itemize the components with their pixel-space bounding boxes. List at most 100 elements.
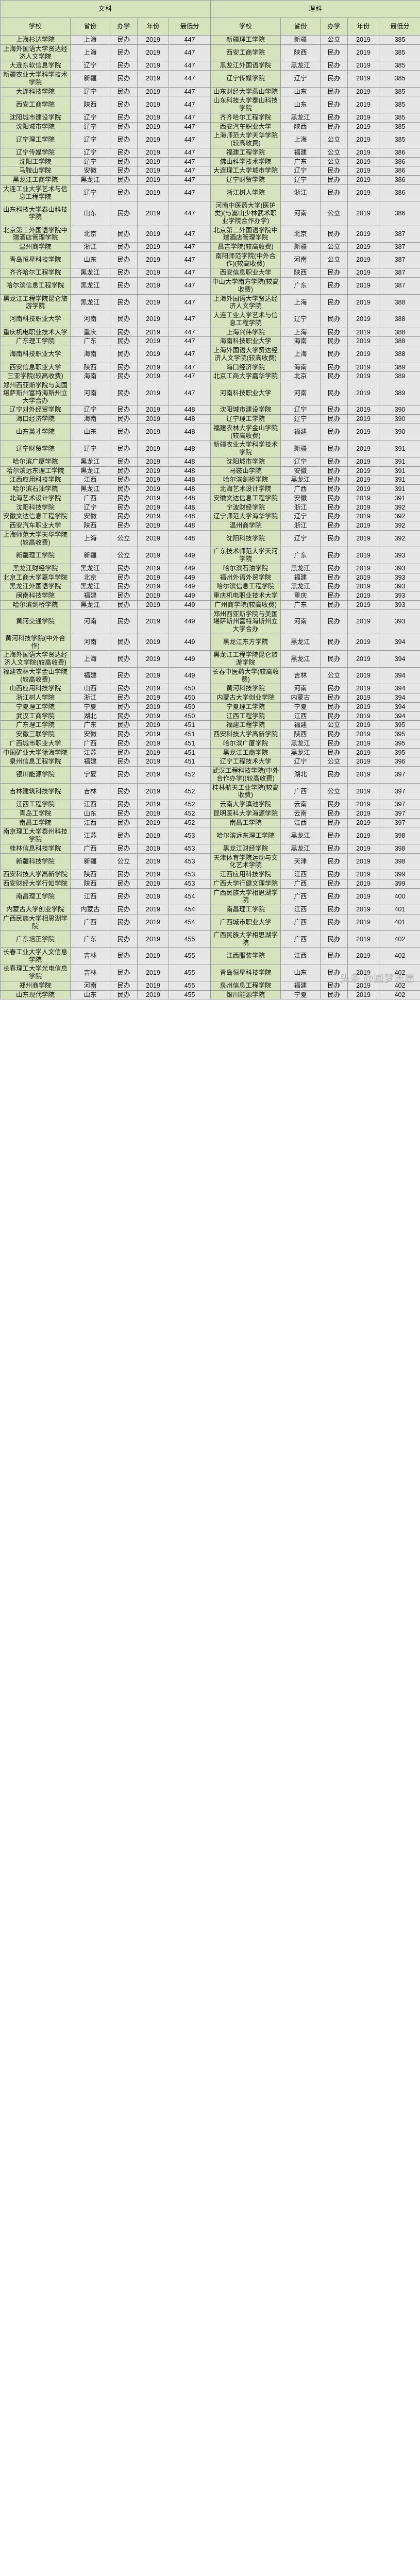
cell-score-liberal: 449	[168, 667, 211, 685]
cell-type-science: 民办	[320, 311, 348, 328]
cell-year-science: 2019	[347, 521, 380, 531]
cell-type-liberal: 民办	[110, 466, 138, 476]
table-row: 中国矿业大学徐海学院 江苏 民办 2019 451 黑龙江工商学院 黑龙江 民办 2019 395	[0, 748, 420, 758]
cell-type-science: 民办	[320, 600, 348, 610]
cell-province-science: 江西	[280, 947, 321, 965]
cell-school-liberal: 西安汽车职业大学	[0, 521, 71, 531]
cell-province-liberal: 黑龙江	[70, 175, 110, 185]
cell-province-science: 广东	[280, 547, 321, 564]
cell-province-liberal: 辽宁	[70, 122, 110, 132]
table-row: 黑龙江工商学院 黑龙江 民办 2019 447 辽宁财贸学院 辽宁 民办 2019 386	[0, 175, 420, 185]
table-row: 宁夏理工学院 宁夏 民办 2019 450 宁夏理工学院 宁夏 民办 2019 394	[0, 702, 420, 712]
cell-type-liberal: 公立	[110, 530, 138, 548]
cell-score-science: 389	[379, 380, 420, 406]
cell-school-liberal: 沈阳城市建设学院	[0, 112, 71, 123]
cell-school-science: 福州外语外贸学院	[210, 572, 281, 583]
cell-province-liberal: 吉林	[70, 947, 110, 965]
cell-type-science: 民办	[320, 905, 348, 914]
cell-year-science: 2019	[347, 582, 380, 591]
cell-type-liberal: 民办	[110, 96, 138, 113]
cell-province-science: 北京	[280, 371, 321, 381]
table-row: 郑州商学院 河南 民办 2019 455 泉州信息工程学院 福建 民办 2019 402	[0, 980, 420, 991]
table-row: 哈尔滨广厦学院 黑龙江 民办 2019 448 沈阳城市学院 辽宁 民办 2019 391	[0, 456, 420, 467]
cell-score-science: 394	[379, 693, 420, 703]
cell-school-science: 上海兴伟学院	[210, 327, 281, 337]
cell-school-liberal: 新疆科技学院	[0, 853, 71, 870]
cell-type-science: 民办	[320, 563, 348, 573]
cell-year-science: 2019	[347, 475, 380, 485]
cell-school-liberal: 银川能源学院	[0, 766, 71, 784]
cell-year-liberal: 2019	[137, 201, 169, 226]
cell-type-liberal: 民办	[110, 440, 138, 457]
cell-score-liberal: 453	[168, 878, 211, 889]
cell-type-science: 民办	[320, 294, 348, 311]
cell-school-science: 哈尔滨远东理工学院	[210, 827, 281, 844]
cell-score-liberal: 447	[168, 147, 211, 158]
cell-year-liberal: 2019	[137, 650, 169, 668]
cell-score-science: 393	[379, 582, 420, 591]
cell-type-liberal: 民办	[110, 748, 138, 758]
cell-province-science: 黑龙江	[280, 563, 321, 573]
cell-school-science: 江西工程学院	[210, 711, 281, 721]
cell-score-science: 388	[379, 346, 420, 363]
cell-year-liberal: 2019	[137, 147, 169, 158]
cell-province-science: 陕西	[280, 730, 321, 739]
cell-type-science: 民办	[320, 572, 348, 583]
table-row: 新疆农业大学科学技术学院 新疆 民办 2019 447 辽宁传媒学院 辽宁 民办 2019 385	[0, 70, 420, 88]
cell-province-science: 河南	[280, 201, 321, 226]
cell-type-science: 民办	[320, 423, 348, 441]
cell-score-science: 399	[379, 878, 420, 889]
cell-school-liberal: 辽宁财贸学院	[0, 440, 71, 457]
cell-score-liberal: 448	[168, 414, 211, 424]
cell-score-liberal: 451	[168, 730, 211, 739]
cell-school-science: 广西城市职业大学	[210, 913, 281, 931]
table-row: 安徽三联学院 安徽 民办 2019 451 西安科技大学高新学院 陕西 民办 2019 395	[0, 730, 420, 739]
cell-score-liberal: 450	[168, 711, 211, 721]
table-row: 武汉工商学院 湖北 民办 2019 450 江西工程学院 江西 民办 2019 394	[0, 711, 420, 721]
cell-school-science: 桂林航天工业学院(较高收费)	[210, 783, 281, 800]
cell-type-science: 民办	[320, 853, 348, 870]
cell-province-liberal: 辽宁	[70, 440, 110, 457]
table-row: 辽宁对外经贸学院 辽宁 民办 2019 448 沈阳城市建设学院 辽宁 民办 2019 390	[0, 405, 420, 415]
cell-year-science: 2019	[347, 905, 380, 914]
cell-school-science: 上海师范大学天华学院(较高收费)	[210, 131, 281, 148]
cell-province-science: 宁夏	[280, 702, 321, 712]
cell-score-science: 394	[379, 711, 420, 721]
cell-province-science: 黑龙江	[280, 475, 321, 485]
cell-type-science: 民办	[320, 930, 348, 948]
cell-year-liberal: 2019	[137, 947, 169, 965]
cell-type-liberal: 民办	[110, 502, 138, 513]
table-row: 哈尔滨信息工程学院 黑龙江 民办 2019 447 中山大学南方学院(较高收费) 广东 民办 2…	[0, 277, 420, 295]
cell-type-liberal: 民办	[110, 346, 138, 363]
cell-type-liberal: 民办	[110, 650, 138, 668]
cell-type-science: 民办	[320, 738, 348, 749]
cell-type-science: 公立	[320, 201, 348, 226]
cell-year-liberal: 2019	[137, 827, 169, 844]
cell-year-science: 2019	[347, 147, 380, 158]
cell-year-liberal: 2019	[137, 800, 169, 809]
cell-score-liberal: 447	[168, 294, 211, 311]
cell-province-liberal: 内蒙古	[70, 905, 110, 914]
cell-province-liberal: 上海	[70, 530, 110, 548]
cell-score-liberal: 449	[168, 600, 211, 610]
cell-school-science: 山东财经大学燕山学院	[210, 87, 281, 97]
cell-year-science: 2019	[347, 633, 380, 651]
cell-school-science: 西安汽车职业大学	[210, 122, 281, 132]
cell-type-liberal: 民办	[110, 122, 138, 132]
cell-year-liberal: 2019	[137, 684, 169, 693]
cell-province-liberal: 山东	[70, 251, 110, 269]
cell-school-science: 北京工商大学嘉华学院	[210, 371, 281, 381]
cell-score-science: 402	[379, 964, 420, 981]
cell-school-science: 安徽文达信息工程学院	[210, 493, 281, 503]
cell-type-science: 民办	[320, 521, 348, 531]
cell-type-science: 民办	[320, 96, 348, 113]
cell-school-liberal: 青岛工学院	[0, 808, 71, 819]
cell-year-science: 2019	[347, 336, 380, 346]
cell-province-science: 江西	[280, 818, 321, 828]
cell-school-science: 海南科技职业大学	[210, 336, 281, 346]
cell-type-liberal: 民办	[110, 251, 138, 269]
cell-province-liberal: 黑龙江	[70, 484, 110, 494]
cell-score-liberal: 449	[168, 582, 211, 591]
cell-score-liberal: 447	[168, 175, 211, 185]
cell-year-liberal: 2019	[137, 609, 169, 634]
